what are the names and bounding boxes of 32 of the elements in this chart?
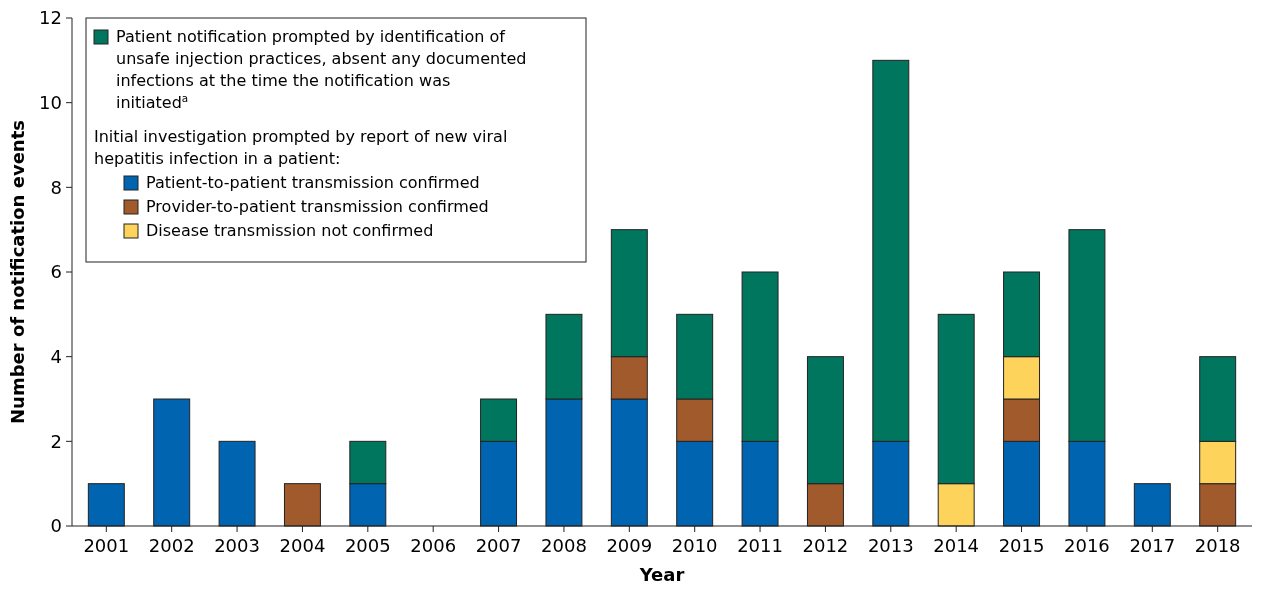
y-tick-label: 6 bbox=[50, 261, 62, 283]
x-tick-label: 2010 bbox=[671, 535, 718, 556]
x-tick-label: 2009 bbox=[606, 535, 653, 556]
x-tick-label: 2013 bbox=[867, 535, 914, 556]
legend-label: Provider-to-patient transmission confirmed bbox=[146, 197, 489, 216]
x-tick-label: 2018 bbox=[1194, 535, 1241, 556]
x-tick-label: 2006 bbox=[410, 535, 457, 556]
legend-label: Patient notification prompted by identification of unsafe injection practices, absent any documented infections at the time the notification was initiated$^{a}$ bbox=[116, 27, 527, 112]
x-tick-label: 2016 bbox=[1064, 535, 1110, 556]
x-tick-label: 2007 bbox=[475, 535, 522, 556]
x-tick-label: 2015 bbox=[998, 535, 1045, 556]
x-tick-label: 2004 bbox=[279, 535, 326, 556]
x-tick-label: 2012 bbox=[802, 535, 849, 556]
y-tick-label: 12 bbox=[39, 7, 62, 29]
y-tick-label: 8 bbox=[50, 176, 62, 198]
x-tick-label: 2001 bbox=[83, 535, 130, 556]
x-tick-label: 2002 bbox=[148, 535, 195, 556]
x-tick-label: 2014 bbox=[933, 535, 980, 556]
legend-label: Patient-to-patient transmission confirmed bbox=[146, 173, 480, 192]
legend-label: Disease transmission not confirmed bbox=[146, 221, 434, 240]
y-tick-label: 10 bbox=[39, 91, 62, 113]
x-tick-label: 2003 bbox=[214, 535, 260, 556]
x-axis-title: Year bbox=[638, 564, 685, 585]
y-tick-label: 2 bbox=[50, 430, 62, 452]
annotation: Initial investigation prompted by report of new viral hepatitis infection in a patient: bbox=[94, 127, 508, 168]
x-tick-label: 2005 bbox=[344, 535, 391, 556]
y-tick-label: 4 bbox=[50, 345, 62, 367]
y-axis-title: Number of notification events bbox=[7, 120, 28, 424]
x-tick-label: 2011 bbox=[737, 535, 783, 556]
y-tick-label: 0 bbox=[50, 515, 62, 537]
x-tick-label: 2008 bbox=[541, 535, 587, 556]
x-tick-label: 2017 bbox=[1129, 535, 1176, 556]
